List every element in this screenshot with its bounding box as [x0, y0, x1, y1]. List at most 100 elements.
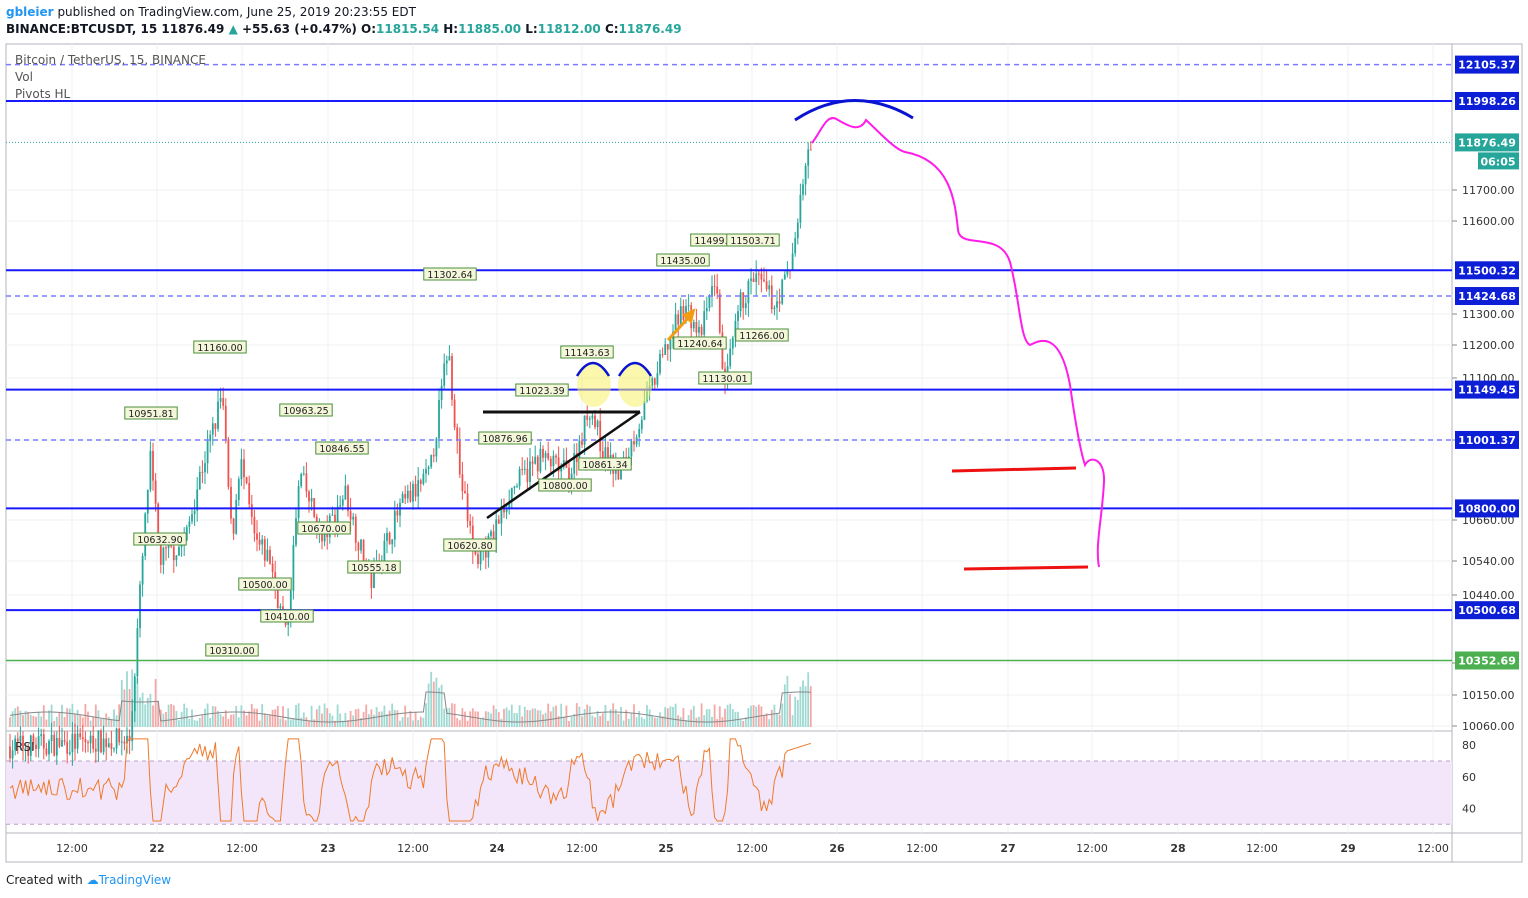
candle-body	[235, 500, 238, 534]
volume-bar	[685, 720, 687, 727]
candle-body	[742, 292, 745, 308]
volume-bar	[526, 710, 529, 727]
candle-body	[529, 461, 531, 482]
volume-bar	[292, 718, 295, 727]
volume-bar	[16, 706, 19, 727]
up-arrow-drawing	[666, 314, 692, 342]
volume-bar	[61, 704, 63, 727]
highlight-ellipse	[577, 363, 611, 407]
volume-bar	[620, 706, 622, 727]
price-level-badge	[1455, 261, 1519, 280]
candle-body	[388, 532, 391, 545]
volume-bar	[211, 706, 214, 727]
candle-body	[705, 308, 708, 312]
volume-bar	[438, 687, 440, 727]
volume-bar	[599, 716, 602, 727]
volume-bar	[612, 703, 615, 727]
candle-body	[94, 748, 97, 752]
candle-body	[630, 441, 633, 457]
candle-body	[185, 527, 188, 541]
candle-body	[695, 321, 698, 333]
candle-body	[222, 398, 225, 406]
candle-body	[87, 742, 89, 744]
volume-bar	[768, 719, 771, 727]
candle-body	[321, 528, 323, 542]
open-label: O:	[361, 22, 377, 36]
volume-bar	[573, 713, 576, 727]
volume-bar	[235, 705, 238, 727]
volume-bar	[79, 715, 82, 727]
author-name[interactable]: gbleier	[6, 5, 54, 19]
price-level-badge-text: 11998.26	[1458, 95, 1516, 108]
rsi-indicator-label[interactable]: RSI	[15, 740, 35, 754]
pivot-label-box	[260, 609, 314, 623]
time-tick-label: 12:00	[1246, 842, 1278, 855]
candle-body	[123, 741, 126, 744]
volume-bar	[466, 720, 469, 727]
candle-body	[141, 555, 144, 585]
candle-body	[674, 314, 677, 332]
candle-body	[640, 419, 643, 430]
candle-body	[432, 455, 435, 457]
pivot-label-box	[443, 538, 497, 552]
candle-body	[258, 539, 261, 545]
candle-body	[305, 473, 308, 492]
tradingview-brand[interactable]: TradingView	[98, 873, 172, 887]
current-price-badge	[1455, 133, 1519, 152]
volume-bar	[518, 705, 521, 727]
candle-body	[230, 486, 232, 519]
vol-indicator-label[interactable]: Vol	[15, 70, 33, 84]
candle-body	[765, 281, 768, 290]
pivot-label: 10861.34	[582, 460, 627, 471]
candle-body	[620, 466, 622, 480]
volume-bar	[482, 717, 485, 727]
volume-bar	[76, 709, 79, 727]
candle-body	[497, 519, 500, 524]
candle-body	[461, 474, 464, 492]
volume-bar	[224, 710, 227, 727]
volume-bar	[705, 709, 708, 727]
candle-body	[162, 547, 165, 565]
volume-bar	[11, 711, 14, 727]
volume-bar	[716, 719, 719, 727]
candle-body	[165, 547, 167, 549]
candle-body	[300, 473, 303, 487]
candle-body	[136, 628, 139, 677]
candle-body	[357, 542, 360, 551]
rsi-tick-label: 60	[1462, 771, 1476, 784]
volume-bar	[672, 706, 674, 727]
volume-bar	[539, 710, 542, 727]
volume-bar	[349, 710, 352, 727]
pivot-label: 11143.63	[564, 348, 609, 359]
candle-body	[438, 400, 440, 439]
candle-body	[643, 400, 646, 420]
volume-bar	[217, 710, 219, 727]
candle-body	[310, 497, 313, 502]
price-level-badge	[1455, 651, 1519, 670]
symbol-info: BINANCE:BTCUSDT, 15 11876.49 ▲ +55.63 (+…	[6, 22, 682, 36]
candle-body	[11, 750, 14, 759]
pivot-label: 11023.39	[519, 386, 564, 397]
volume-bar	[172, 705, 175, 727]
candle-body	[50, 734, 53, 742]
pivot-label-box	[193, 340, 247, 354]
volume-bar	[781, 703, 784, 727]
pivots-indicator-label[interactable]: Pivots HL	[15, 87, 71, 101]
target-line-lower	[963, 565, 1089, 571]
volume-bar	[24, 710, 27, 727]
candle-body	[518, 469, 521, 487]
candle-body	[170, 544, 173, 547]
price-level-badge	[1455, 287, 1519, 306]
volume-bar	[601, 713, 604, 727]
volume-bar	[534, 708, 537, 727]
last-price: 11876.49	[161, 22, 225, 36]
volume-bar	[406, 717, 409, 727]
candle-body	[126, 735, 128, 744]
time-tick-label: 24	[489, 842, 505, 855]
time-tick-label: 27	[1000, 842, 1015, 855]
highlight-ellipse	[618, 363, 652, 407]
candle-body	[778, 301, 781, 304]
volume-bar	[614, 709, 617, 727]
candle-body	[35, 744, 37, 749]
